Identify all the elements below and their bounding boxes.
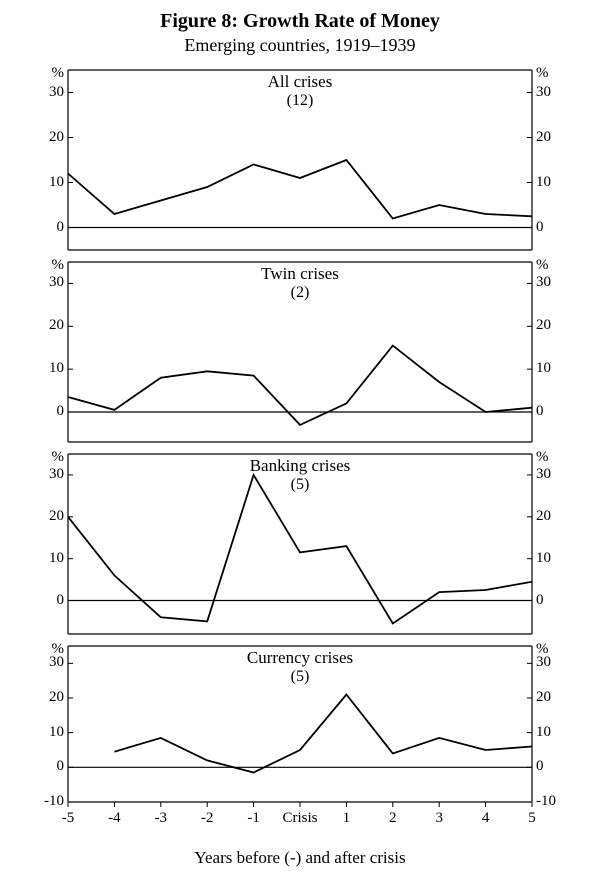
y-unit-label: % <box>536 258 584 273</box>
y-tick-label: 20 <box>536 509 584 524</box>
x-tick-label: -4 <box>108 810 121 827</box>
y-tick-label: 20 <box>536 130 584 145</box>
panel-title: Banking crises <box>68 456 532 476</box>
chart-panel: Banking crises(5)%%00101020203030 <box>68 448 532 640</box>
x-tick-label: 1 <box>343 810 351 827</box>
y-tick-label: -10 <box>16 794 64 809</box>
y-tick-label: 20 <box>16 509 64 524</box>
y-tick-label: 0 <box>16 759 64 774</box>
y-tick-label: 20 <box>536 318 584 333</box>
figure-subtitle: Emerging countries, 1919–1939 <box>0 35 600 56</box>
y-tick-label: 10 <box>536 551 584 566</box>
panel-title: Currency crises <box>68 648 532 668</box>
y-tick-label: 0 <box>536 759 584 774</box>
panel-count: (5) <box>68 668 532 686</box>
y-tick-label: 20 <box>536 690 584 705</box>
x-tick-label: 5 <box>528 810 536 827</box>
y-tick-label: 20 <box>16 690 64 705</box>
figure-title: Figure 8: Growth Rate of Money <box>0 0 600 33</box>
y-tick-label: 0 <box>536 220 584 235</box>
data-series-line <box>68 475 532 624</box>
x-tick-label: 4 <box>482 810 490 827</box>
x-tick-label: -2 <box>201 810 214 827</box>
y-tick-label: 0 <box>536 404 584 419</box>
y-tick-label: 20 <box>16 318 64 333</box>
y-tick-label: -10 <box>536 794 584 809</box>
y-tick-label: 10 <box>16 551 64 566</box>
y-tick-label: 10 <box>536 361 584 376</box>
y-tick-label: 30 <box>16 655 64 670</box>
y-tick-label: 30 <box>536 467 584 482</box>
y-tick-label: 10 <box>536 175 584 190</box>
panel-title: Twin crises <box>68 264 532 284</box>
y-tick-label: 10 <box>16 361 64 376</box>
chart-panel: All crises(12)%%00101020203030 <box>68 64 532 256</box>
y-tick-label: 10 <box>16 175 64 190</box>
panel-count: (12) <box>68 92 532 110</box>
x-tick-label: -5 <box>62 810 75 827</box>
x-axis-title: Years before (-) and after crisis <box>0 848 600 868</box>
y-tick-label: 30 <box>16 85 64 100</box>
y-tick-label: 30 <box>536 655 584 670</box>
data-series-line <box>68 346 532 425</box>
y-tick-label: 0 <box>16 220 64 235</box>
y-tick-label: 30 <box>16 467 64 482</box>
y-unit-label: % <box>536 450 584 465</box>
y-unit-label: % <box>16 450 64 465</box>
y-tick-label: 20 <box>16 130 64 145</box>
x-tick-label: 3 <box>435 810 443 827</box>
y-tick-label: 30 <box>16 275 64 290</box>
y-tick-label: 0 <box>16 404 64 419</box>
y-tick-label: 10 <box>16 725 64 740</box>
chart-panel: Twin crises(2)%%00101020203030 <box>68 256 532 448</box>
y-tick-label: 10 <box>536 725 584 740</box>
y-unit-label: % <box>16 258 64 273</box>
data-series-line <box>68 160 532 219</box>
panel-count: (2) <box>68 284 532 302</box>
panel-title: All crises <box>68 72 532 92</box>
panels-container: All crises(12)%%00101020203030Twin crise… <box>0 64 600 832</box>
x-tick-label: 2 <box>389 810 397 827</box>
x-tick-label: -1 <box>247 810 260 827</box>
y-tick-label: 30 <box>536 275 584 290</box>
panel-count: (5) <box>68 476 532 494</box>
y-tick-label: 0 <box>16 593 64 608</box>
data-series-line <box>114 695 532 773</box>
y-unit-label: % <box>536 66 584 81</box>
x-tick-label: -3 <box>155 810 168 827</box>
x-tick-label: Crisis <box>282 810 317 827</box>
chart-panel: Currency crises(5)%%-10-1000101020203030… <box>68 640 532 832</box>
y-tick-label: 0 <box>536 593 584 608</box>
y-unit-label: % <box>16 66 64 81</box>
y-tick-label: 30 <box>536 85 584 100</box>
